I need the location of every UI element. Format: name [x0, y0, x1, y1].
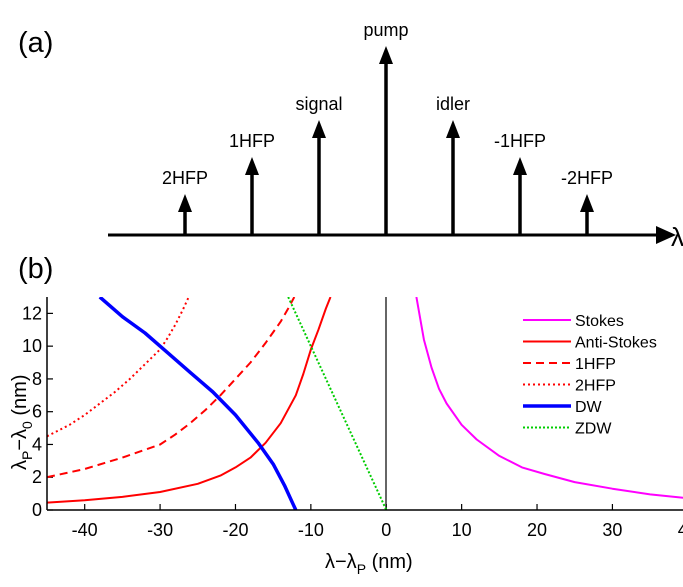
y-tick-label-3: 6: [32, 402, 42, 422]
x-tick-label-3: -10: [298, 520, 324, 540]
series-group: [47, 297, 683, 510]
arrow-pump-label: pump: [363, 20, 408, 40]
arrow-minus-2HFP-head: [580, 194, 594, 212]
panel-a-label: (a): [18, 27, 53, 59]
arrow-1HFP-label: 1HFP: [229, 131, 275, 151]
y-tick-label-0: 0: [32, 500, 42, 520]
series-2hfp-line: [47, 297, 190, 438]
series-stokes-line: [415, 297, 683, 499]
y-tick-label-6: 12: [22, 303, 42, 323]
arrow-1HFP-head: [245, 157, 259, 175]
arrow-idler-head: [446, 120, 460, 138]
wavelength-axis-label: λ: [671, 222, 683, 252]
y-axis-label: λP−λ0 (nm): [9, 375, 35, 471]
y-tick-label-1: 2: [32, 467, 42, 487]
panel-b-label: (b): [18, 253, 53, 285]
x-tick-label-6: 20: [527, 520, 547, 540]
legend: Stokes Anti-Stokes 1HFP 2HFP DW ZDW: [523, 313, 657, 438]
x-tick-label-8: 40: [678, 520, 683, 540]
arrow-2HFP-label: 2HFP: [162, 168, 208, 188]
x-tick-label-1: -30: [147, 520, 173, 540]
panel-a: (a) λ 2HFP 1HFP signal pump idler -1HFP -2HFP: [18, 20, 683, 252]
legend-2hfp-label: 2HFP: [575, 378, 616, 395]
x-tick-label-5: 10: [452, 520, 472, 540]
arrow-signal-label: signal: [295, 94, 342, 114]
panel-b: (b) -40 -30 -20 -10 0 10 20 30 40 0 2 4 6 8 10 12 Stoke…: [9, 253, 683, 577]
x-tick-label-4: 0: [381, 520, 391, 540]
arrow-minus-2HFP-label: -2HFP: [561, 168, 613, 188]
arrow-minus-1HFP-head: [513, 157, 527, 175]
series-anti-stokes-line: [47, 297, 332, 504]
legend-dw-label: DW: [575, 399, 603, 416]
arrow-2HFP-head: [178, 194, 192, 212]
arrow-pump-head: [379, 46, 393, 64]
series-zdw-line: [287, 297, 388, 510]
legend-zdw-label: ZDW: [575, 421, 612, 438]
y-tick-label-2: 4: [32, 434, 42, 454]
y-tick-label-5: 10: [22, 336, 42, 356]
legend-1hfp-label: 1HFP: [575, 356, 616, 373]
arrow-minus-1HFP-label: -1HFP: [494, 131, 546, 151]
y-tick-label-4: 8: [32, 369, 42, 389]
legend-anti-stokes-label: Anti-Stokes: [575, 335, 657, 352]
tick-labels: -40 -30 -20 -10 0 10 20 30 40 0 2 4 6 8 10 12: [22, 303, 683, 540]
legend-stokes-label: Stokes: [575, 313, 624, 330]
x-tick-label-2: -20: [222, 520, 248, 540]
arrow-idler-label: idler: [436, 94, 470, 114]
series-1hfp-line: [47, 297, 296, 479]
x-tick-label-7: 30: [602, 520, 622, 540]
x-axis-label: λ−λP (nm): [325, 551, 413, 577]
x-tick-label-0: -40: [72, 520, 98, 540]
spectral-lines: 2HFP 1HFP signal pump idler -1HFP -2HFP: [162, 20, 613, 235]
arrow-signal-head: [312, 120, 326, 138]
wavelength-axis-arrowhead: [656, 226, 676, 244]
series-dw-line: [98, 297, 298, 510]
